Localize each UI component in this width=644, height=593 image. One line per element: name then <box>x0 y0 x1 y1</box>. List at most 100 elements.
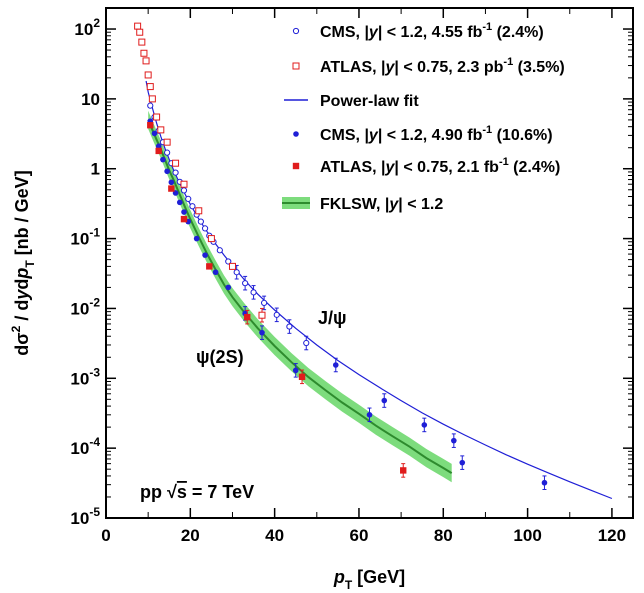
legend-entry: ATLAS, |y| < 0.75, 2.1 fb-1 (2.4%) <box>292 156 560 176</box>
data-point <box>193 235 200 242</box>
series-filled-circle <box>147 118 548 490</box>
data-point <box>303 339 310 347</box>
series-open-square <box>134 22 266 323</box>
y-tick-label: 1 <box>91 160 100 179</box>
data-point <box>195 207 203 215</box>
data-point <box>157 126 165 134</box>
data-point <box>147 102 154 109</box>
y-tick-label: 10 <box>81 90 100 109</box>
data-point <box>258 311 266 319</box>
curve-layer <box>145 80 613 500</box>
axis-labels: 0 20 40 60 80 100 120 10-5 10-4 10-3 10-2 10-1 1 10 10… <box>9 16 626 592</box>
legend-label: FKLSW, |y| < 1.2 <box>320 196 443 213</box>
data-point <box>298 373 306 381</box>
axis-ticks <box>105 8 633 519</box>
data-point <box>180 187 188 194</box>
data-point <box>201 225 209 232</box>
data-point <box>163 138 171 146</box>
y-tick-label: 10-1 <box>70 226 100 249</box>
legend-label: CMS, |y| < 1.2, 4.55 fb-1 (2.4%) <box>320 21 544 41</box>
data-point <box>189 203 196 210</box>
data-point <box>233 269 240 276</box>
data-point <box>155 143 162 150</box>
series-open-circle <box>147 102 310 351</box>
x-tick-label: 80 <box>434 526 453 545</box>
data-point <box>185 195 192 202</box>
data-point <box>168 179 175 186</box>
data-point <box>144 71 152 79</box>
data-point <box>216 247 223 254</box>
data-point <box>400 467 407 474</box>
legend-marker <box>292 27 300 35</box>
data-point <box>259 329 265 336</box>
legend-label: ATLAS, |y| < 0.75, 2.3 pb-1 (3.5%) <box>320 56 565 76</box>
data-point <box>181 209 187 215</box>
data-point <box>180 215 188 223</box>
theory-band-layer <box>147 110 453 483</box>
y-tick-label: 10-3 <box>70 365 100 388</box>
legend-entry: CMS, |y| < 1.2, 4.55 fb-1 (2.4%) <box>292 21 544 41</box>
x-tick-label: 100 <box>513 526 541 545</box>
x-tick-label: 40 <box>265 526 284 545</box>
energy-label: pp √s = 7 TeV <box>140 482 254 502</box>
data-point <box>292 367 299 374</box>
data-point <box>176 199 183 206</box>
y-tick-label: 102 <box>74 16 100 39</box>
legend-entry: CMS, |y| < 1.2, 4.90 fb-1 (10.6%) <box>293 124 553 144</box>
data-point <box>207 235 215 243</box>
data-point <box>138 38 146 46</box>
x-tick-label: 120 <box>598 526 626 545</box>
data-point <box>250 289 257 296</box>
data-point <box>451 437 457 444</box>
data-point <box>146 83 154 91</box>
y-axis-title: dσ2 / dydpT [nb / GeV] <box>9 170 37 355</box>
y-tick-label: 10-5 <box>70 505 100 528</box>
legend-label: Power-law fit <box>320 93 419 110</box>
x-tick-label: 0 <box>101 526 110 545</box>
data-point <box>164 168 170 175</box>
jpsi-label: J/ψ <box>318 308 347 328</box>
data-point <box>366 412 373 418</box>
plot-frame <box>105 7 634 519</box>
data-point <box>459 459 466 466</box>
data-point <box>261 299 268 307</box>
data-point <box>140 49 148 57</box>
data-point <box>225 258 232 265</box>
x-tick-label: 20 <box>181 526 200 545</box>
y-tick-label: 10-2 <box>70 295 100 318</box>
x-axis-title: pT [GeV] <box>333 567 405 592</box>
data-point <box>421 422 428 428</box>
legend-marker <box>293 131 299 137</box>
data-point <box>134 22 142 30</box>
data-point <box>148 95 156 103</box>
data-point <box>212 269 219 276</box>
data-point <box>142 57 150 65</box>
series-filled-square <box>147 121 407 478</box>
data-point <box>151 130 158 137</box>
data-point <box>273 311 280 318</box>
data-point <box>160 156 166 163</box>
data-point <box>225 284 232 291</box>
x-tick-label: 60 <box>349 526 368 545</box>
data-point <box>147 121 154 129</box>
theory-central-line <box>147 119 453 474</box>
data-point <box>153 113 161 121</box>
data-point <box>332 362 339 368</box>
legend-marker <box>292 62 300 70</box>
data-point <box>172 159 180 167</box>
data-point <box>242 280 249 287</box>
legend-entry: FKLSW, |y| < 1.2 <box>282 196 443 213</box>
legend-entry: ATLAS, |y| < 0.75, 2.3 pb-1 (3.5%) <box>292 56 565 76</box>
data-point <box>244 313 251 321</box>
legend-marker <box>292 162 300 170</box>
data-point <box>136 28 144 36</box>
data-point <box>202 252 208 258</box>
data-points-layer <box>134 22 548 490</box>
data-point <box>206 263 213 270</box>
data-point <box>172 169 179 176</box>
data-point <box>541 479 548 486</box>
data-point <box>381 397 388 404</box>
data-point <box>155 147 162 155</box>
data-point <box>164 149 171 156</box>
annotations: J/ψ ψ(2S) pp √s = 7 TeV <box>140 308 347 502</box>
